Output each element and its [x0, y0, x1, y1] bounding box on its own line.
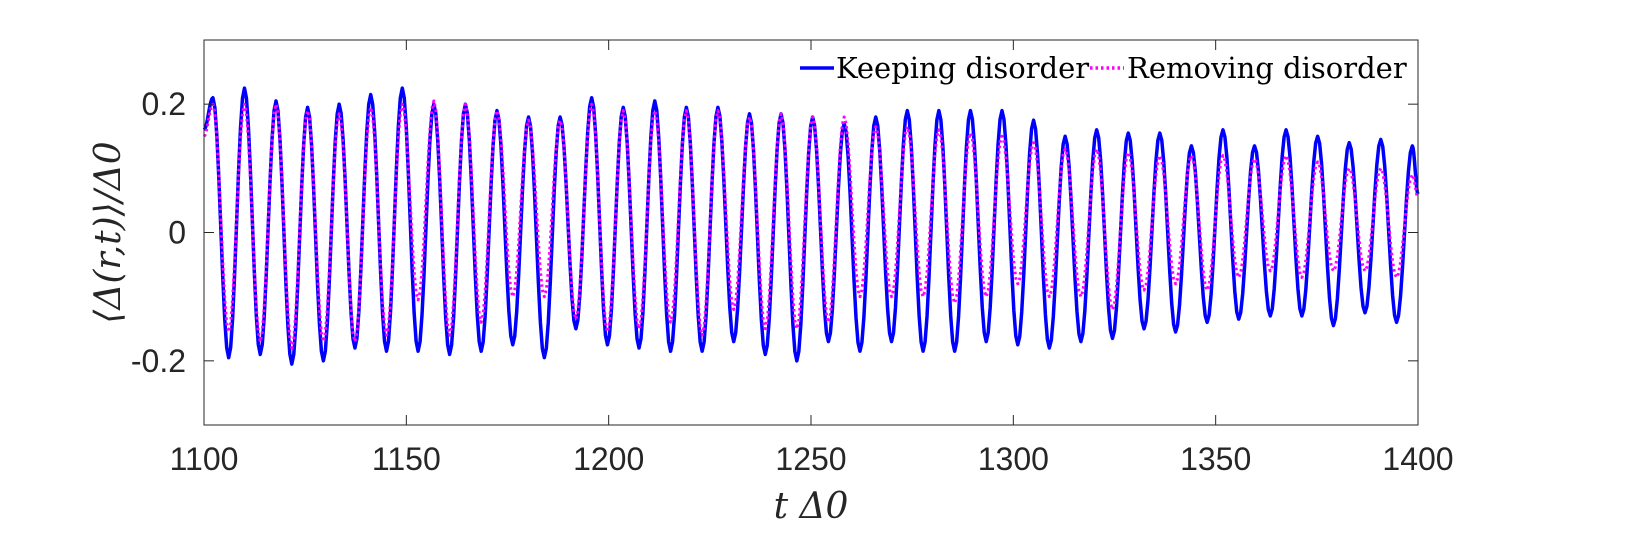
chart-svg: 1100 1150 1200 1250 1300 1350 1400 -0.2 0 0.2 Kee… — [0, 0, 1635, 555]
x-tick-label-1100: 1100 — [170, 441, 239, 477]
chart: 1100 1150 1200 1250 1300 1350 1400 -0.2 0 0.2 Kee… — [0, 0, 1635, 555]
x-tick-label-1250: 1250 — [775, 441, 846, 477]
x-tick-label-1150: 1150 — [372, 441, 441, 477]
x-tick-label-1400: 1400 — [1382, 441, 1453, 477]
x-tick-label-1350: 1350 — [1180, 441, 1251, 477]
x-tick-label-1300: 1300 — [978, 441, 1049, 477]
x-tick-label-1200: 1200 — [573, 441, 644, 477]
plot-area — [204, 40, 1418, 425]
y-axis-label-text: ⟨Δ(r,t)⟩/Δ0 — [88, 141, 129, 323]
y-axis-label: ⟨Δ(r,t)⟩/Δ0 — [88, 141, 129, 323]
y-tick-label--0.2: -0.2 — [131, 343, 186, 379]
x-axis-label: t Δ0 — [774, 486, 849, 527]
legend-label-keeping: Keeping disorder — [836, 51, 1089, 85]
y-tick-label-0.2: 0.2 — [142, 86, 186, 122]
y-tick-label-0: 0 — [168, 215, 186, 251]
legend-label-removing: Removing disorder — [1127, 51, 1407, 85]
